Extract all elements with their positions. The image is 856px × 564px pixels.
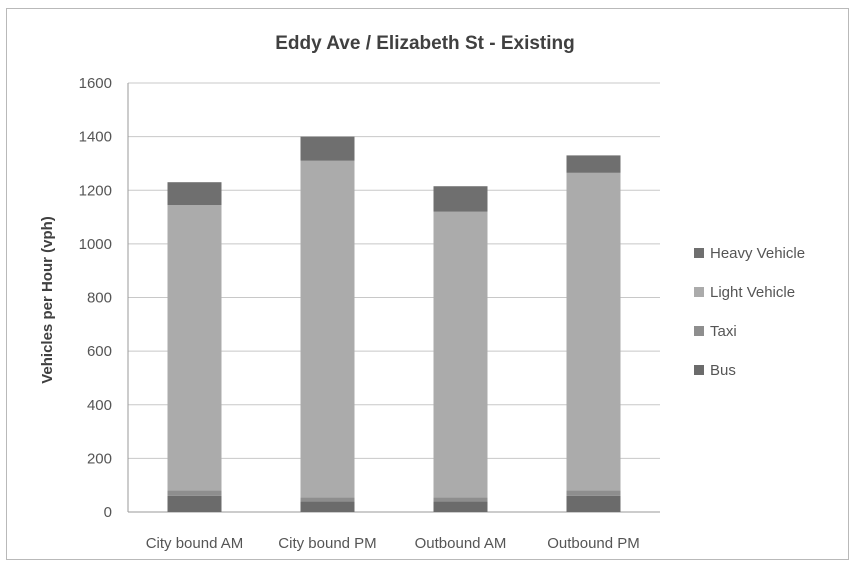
y-tick-label: 1400 <box>79 129 112 146</box>
legend-swatch-bus <box>694 365 704 375</box>
bar-taxi-1 <box>167 490 222 496</box>
legend-entry: Heavy Vehicle <box>710 245 805 262</box>
y-tick-label: 400 <box>87 397 112 414</box>
bar-taxi-2 <box>300 497 355 502</box>
y-tick-label: 600 <box>87 343 112 360</box>
y-tick-label: 1000 <box>79 236 112 253</box>
bars <box>167 136 621 512</box>
y-tick-label: 800 <box>87 290 112 307</box>
legend-swatch-taxi <box>694 326 704 336</box>
legend-entry: Bus <box>710 362 736 379</box>
bar-bus-4 <box>566 495 621 512</box>
y-tick-labels: 0 200 400 600 800 1000 1200 1400 1600 <box>79 75 112 521</box>
category-label: Outbound PM <box>547 535 640 552</box>
legend: Heavy Vehicle Light Vehicle Taxi Bus <box>694 245 805 379</box>
category-label: City bound PM <box>278 535 376 552</box>
bar-heavy-vehicle-3 <box>433 186 488 212</box>
category-labels: City bound AM City bound PM Outbound AM Out… <box>146 535 640 552</box>
bar-heavy-vehicle-2 <box>300 136 355 161</box>
legend-swatch-light-vehicle <box>694 287 704 297</box>
bar-bus-2 <box>300 501 355 512</box>
y-axis-label: Vehicles per Hour (vph) <box>39 216 56 384</box>
bar-taxi-4 <box>566 490 621 496</box>
bar-light-vehicle-2 <box>300 160 355 498</box>
bar-light-vehicle-4 <box>566 172 621 491</box>
bar-heavy-vehicle-4 <box>566 155 621 173</box>
bar-taxi-3 <box>433 497 488 502</box>
category-label: City bound AM <box>146 535 244 552</box>
chart-title: Eddy Ave / Elizabeth St - Existing <box>275 33 574 54</box>
y-tick-label: 1600 <box>79 75 112 92</box>
chart-frame <box>6 8 849 560</box>
bar-light-vehicle-1 <box>167 204 222 491</box>
y-tick-label: 200 <box>87 450 112 467</box>
bar-bus-1 <box>167 495 222 512</box>
legend-entry: Taxi <box>710 323 737 340</box>
legend-swatch-heavy-vehicle <box>694 248 704 258</box>
bar-bus-3 <box>433 501 488 512</box>
category-label: Outbound AM <box>415 535 507 552</box>
y-tick-label: 0 <box>104 504 112 521</box>
bar-heavy-vehicle-1 <box>167 182 222 205</box>
legend-entry: Light Vehicle <box>710 284 795 301</box>
y-tick-label: 1200 <box>79 182 112 199</box>
bar-light-vehicle-3 <box>433 211 488 498</box>
